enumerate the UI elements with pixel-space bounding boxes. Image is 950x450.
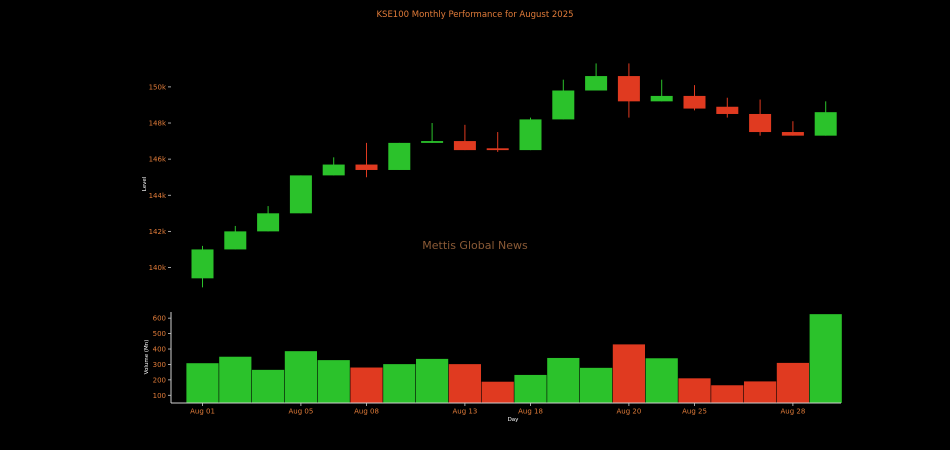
volume-bar — [776, 362, 809, 403]
candle-body — [486, 148, 509, 151]
candle-body — [617, 76, 640, 102]
price-tick-label: 150k — [149, 83, 167, 91]
volume-bar — [317, 360, 350, 403]
x-tick-label: Aug 01 — [190, 408, 215, 416]
volume-bar — [252, 369, 285, 403]
price-tick-label: 142k — [149, 228, 167, 236]
volume-bar — [219, 356, 252, 403]
price-ylabel: Level — [142, 176, 148, 191]
candle-body — [519, 119, 542, 151]
volume-bar — [580, 367, 613, 403]
volume-axis: 100 200 300 400 500 600 — [153, 312, 172, 403]
candle-body — [814, 112, 837, 136]
candle-body — [749, 113, 772, 133]
x-axis: Aug 01 Aug 05 Aug 08 Aug 13 Aug 18 Aug 20 Aug … — [171, 402, 841, 416]
candle-body — [781, 132, 804, 136]
x-axis-label: Day — [508, 417, 520, 423]
candle-body — [716, 106, 739, 114]
volume-tick-label: 500 — [153, 330, 166, 338]
volume-bar — [678, 378, 711, 403]
candle-body — [421, 141, 444, 143]
candle-body — [585, 76, 608, 91]
candle-body — [650, 95, 673, 102]
candle-body — [322, 164, 345, 176]
volume-bar — [547, 357, 580, 403]
candle-body — [257, 213, 280, 232]
volume-bar — [809, 314, 842, 403]
x-tick-label: Aug 25 — [682, 408, 707, 416]
volume-bar — [711, 385, 744, 403]
price-tick-label: 144k — [149, 192, 167, 200]
volume-bar — [744, 381, 777, 403]
x-tick-label: Aug 18 — [518, 408, 543, 416]
volume-bar — [416, 358, 449, 403]
watermark: Mettis Global News — [422, 239, 528, 252]
volume-bars-group — [186, 314, 842, 403]
volume-bar — [383, 364, 416, 403]
chart-title: KSE100 Monthly Performance for August 20… — [376, 10, 573, 20]
x-tick-label: Aug 08 — [354, 408, 379, 416]
candle-body — [453, 141, 476, 151]
candle-body — [355, 164, 378, 170]
volume-bar — [514, 374, 547, 403]
volume-bar — [612, 344, 645, 403]
volume-tick-label: 400 — [153, 346, 166, 354]
price-axis: 140k 142k 144k 146k 148k 150k — [149, 83, 171, 272]
volume-bar — [481, 381, 514, 403]
volume-bar — [448, 364, 481, 403]
candle-body — [224, 231, 247, 250]
volume-bar — [645, 358, 678, 403]
volume-tick-label: 300 — [153, 361, 166, 369]
volume-bar — [350, 367, 383, 403]
volume-ylabel: Volume (Mn) — [144, 340, 150, 375]
candle-body — [683, 95, 706, 109]
x-tick-label: Aug 13 — [452, 408, 477, 416]
volume-tick-label: 200 — [153, 376, 166, 384]
x-tick-label: Aug 05 — [288, 408, 313, 416]
candle-body — [289, 175, 312, 214]
volume-bar — [284, 351, 317, 403]
candle-body — [388, 142, 411, 170]
volume-bar — [186, 363, 219, 403]
candle-body — [552, 90, 575, 120]
candles-group — [191, 63, 837, 288]
price-tick-label: 148k — [149, 120, 167, 128]
price-tick-label: 140k — [149, 264, 167, 272]
x-tick-label: Aug 20 — [616, 408, 641, 416]
price-tick-label: 146k — [149, 156, 167, 164]
x-tick-label: Aug 28 — [780, 408, 805, 416]
candle-body — [191, 249, 214, 279]
volume-tick-label: 100 — [153, 392, 166, 400]
volume-tick-label: 600 — [153, 315, 166, 323]
